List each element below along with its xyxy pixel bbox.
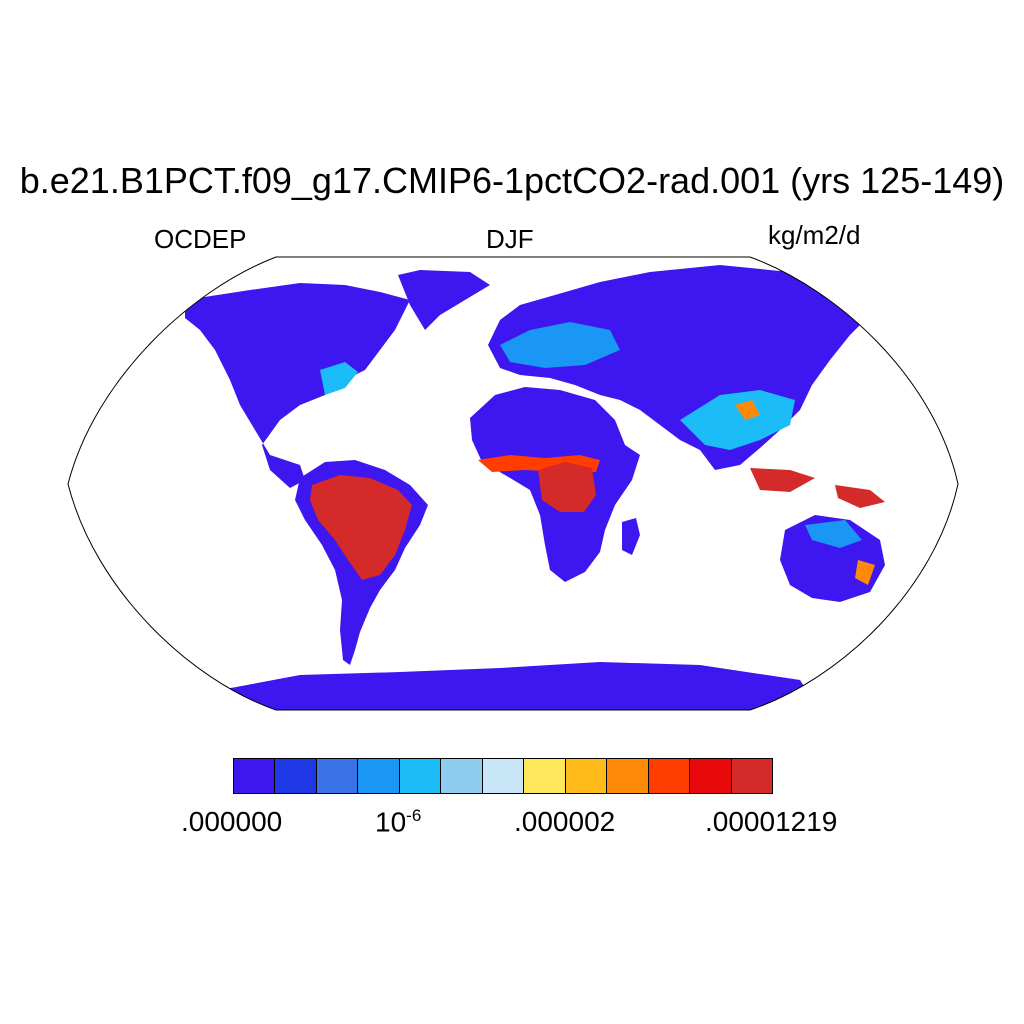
greenland-land bbox=[398, 270, 490, 330]
madagascar-land bbox=[622, 518, 640, 555]
colorbar-swatch bbox=[234, 759, 276, 793]
season-label: DJF bbox=[486, 224, 534, 254]
new-guinea-heat bbox=[835, 485, 885, 508]
colorbar-swatch bbox=[482, 759, 525, 793]
colorbar-swatch bbox=[690, 759, 732, 793]
maritime-continent-heat bbox=[750, 468, 815, 492]
globe-outline bbox=[67, 256, 959, 711]
colorbar-swatch bbox=[648, 759, 691, 793]
colorbar-tick-label: .000002 bbox=[514, 806, 616, 837]
east-na-heat bbox=[320, 362, 358, 395]
colorbar-swatch bbox=[565, 759, 608, 793]
north-australia-heat bbox=[805, 520, 862, 548]
colorbar-swatch bbox=[731, 759, 773, 793]
colorbar-swatch bbox=[607, 759, 649, 793]
amazon-heat bbox=[310, 475, 412, 580]
colorbar-swatch bbox=[399, 759, 442, 793]
colorbar-swatch bbox=[524, 759, 566, 793]
south-asia-heat bbox=[680, 390, 795, 450]
colorbar bbox=[233, 758, 773, 794]
colorbar-tick-label: 10-6 bbox=[375, 806, 422, 838]
colorbar-swatch bbox=[275, 759, 317, 793]
plot-title: b.e21.B1PCT.f09_g17.CMIP6-1pctCO2-rad.00… bbox=[19, 160, 1005, 201]
units-label: kg/m2/d bbox=[768, 220, 861, 250]
east-australia-heat bbox=[855, 560, 875, 585]
colorbar-swatch bbox=[441, 759, 483, 793]
colorbar-tick-label: .00001219 bbox=[705, 806, 838, 837]
antarctica-land bbox=[200, 662, 820, 710]
se-asia-hotspot bbox=[735, 400, 760, 420]
europe-heat bbox=[500, 322, 620, 368]
variable-label: OCDEP bbox=[154, 224, 247, 254]
north-america-land bbox=[185, 283, 410, 488]
colorbar-tick-label: .000000 bbox=[181, 806, 283, 837]
colorbar-swatch bbox=[358, 759, 400, 793]
central-africa-heat bbox=[538, 462, 596, 512]
colorbar-swatch bbox=[316, 759, 359, 793]
